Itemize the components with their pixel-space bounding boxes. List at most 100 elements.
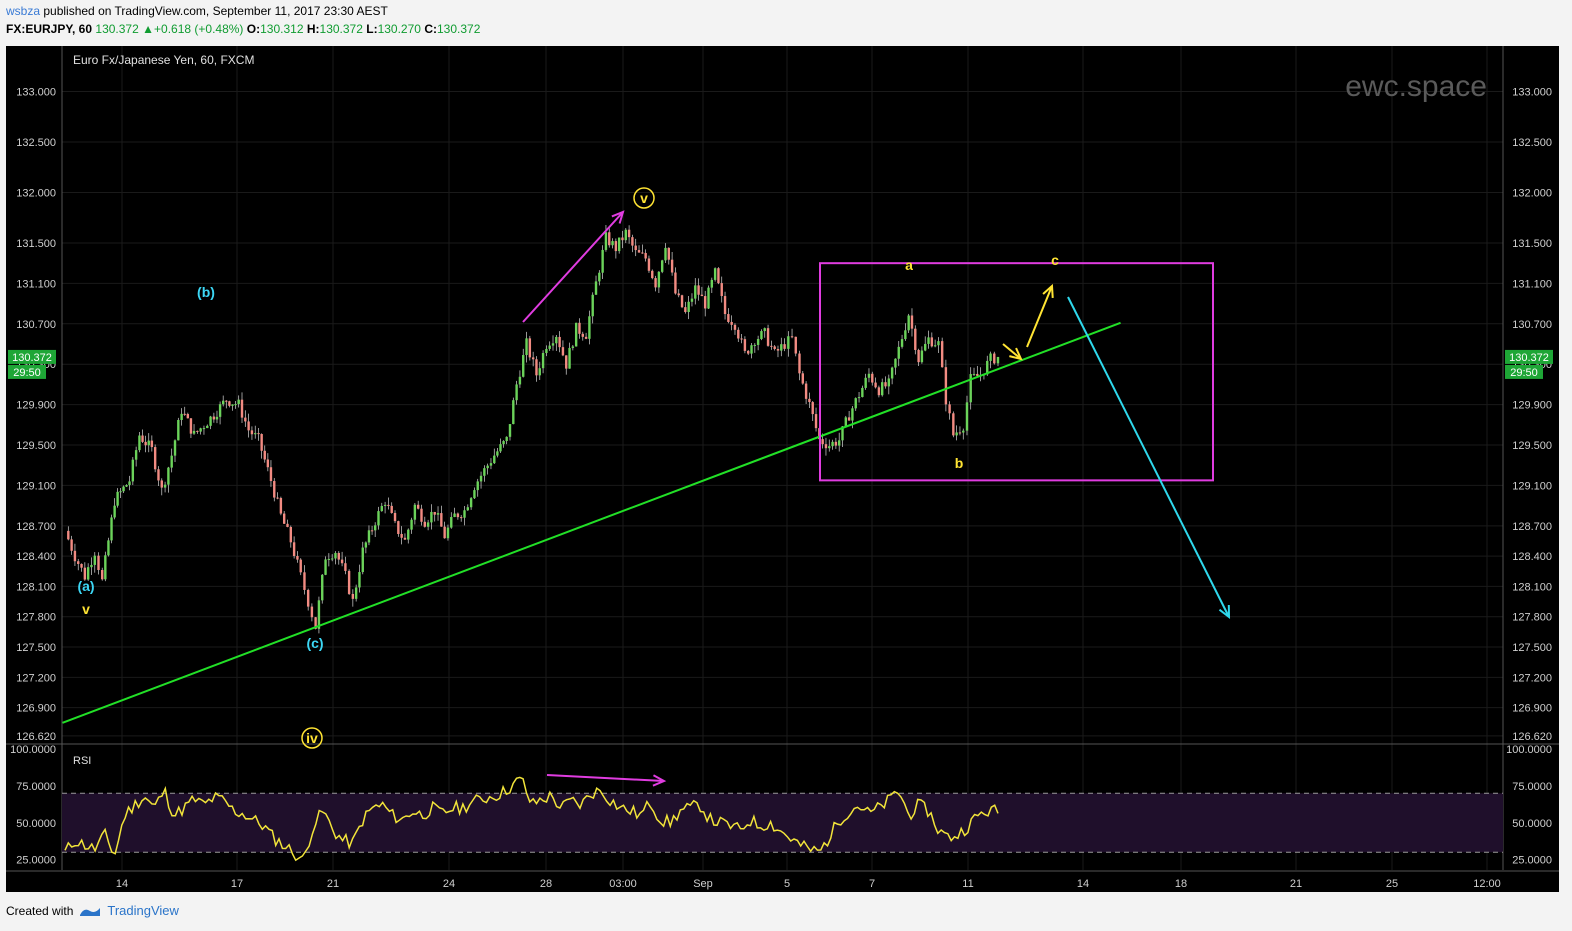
rsi-line <box>64 776 999 862</box>
candle-body <box>206 425 209 429</box>
candle-body <box>351 593 355 599</box>
candle-body <box>631 237 634 246</box>
candle-body <box>522 355 525 377</box>
candle-body <box>894 358 897 368</box>
time-tick-label: 18 <box>1175 878 1187 890</box>
candle-body <box>525 338 528 356</box>
candle-body <box>804 383 808 399</box>
candle-body <box>218 404 222 417</box>
candle-body <box>215 416 219 420</box>
close-value: 130.372 <box>436 22 481 36</box>
candle-body <box>687 301 690 313</box>
candle-body <box>250 430 254 435</box>
publish-text: published on TradingView.com, September … <box>43 4 388 18</box>
price-tick-right: 132.500 <box>1512 137 1552 149</box>
candle-body <box>413 504 417 520</box>
candle-body <box>737 329 740 339</box>
price-tick-right: 132.000 <box>1512 187 1552 199</box>
price-tick-right: 133.000 <box>1512 86 1552 98</box>
candle-body <box>644 252 647 259</box>
candle-body <box>952 413 955 436</box>
candle-body <box>637 250 641 253</box>
price-tick-left: 127.500 <box>16 642 56 654</box>
candle-body <box>377 511 380 526</box>
candle-body <box>86 567 90 580</box>
candle-body <box>459 517 463 519</box>
time-tick-label: Sep <box>693 878 713 890</box>
candle-body <box>209 416 212 426</box>
candle-body <box>157 469 160 481</box>
time-tick-label: 14 <box>1077 878 1089 890</box>
candle-body <box>387 504 390 506</box>
candle-body <box>453 513 456 518</box>
candle-body <box>828 446 831 449</box>
candle-body <box>641 252 644 254</box>
candle-body <box>303 572 306 590</box>
candle-body <box>867 373 871 378</box>
candle-body <box>851 408 854 421</box>
candle-body <box>476 481 479 491</box>
price-chart[interactable]: 133.000 133.000 132.500 132.500 132.000 132.0… <box>0 40 1572 892</box>
candle-body <box>535 359 538 376</box>
candle-body <box>548 345 551 349</box>
candle-body <box>558 336 561 348</box>
candle-body <box>244 417 247 422</box>
candle-body <box>237 399 240 405</box>
change-up-icon: ▲ <box>142 22 155 36</box>
candle-body <box>119 491 122 493</box>
candle-body <box>727 314 730 322</box>
candle-body <box>857 397 861 399</box>
candle-body <box>571 346 575 348</box>
author-link[interactable]: wsbza <box>6 4 41 18</box>
time-tick-label: 03:00 <box>609 878 637 890</box>
created-with-text: Created with <box>6 903 74 918</box>
candle-body <box>811 402 814 415</box>
candle-body <box>720 283 723 297</box>
candle-body <box>937 341 940 346</box>
candle-body <box>110 517 113 541</box>
price-tick-right: 131.500 <box>1512 238 1552 250</box>
tradingview-link[interactable]: TradingView <box>107 903 179 918</box>
candle-body <box>228 401 231 406</box>
candle-body <box>680 295 684 308</box>
countdown-label: 29:50 <box>1510 367 1538 379</box>
candle-body <box>783 344 786 349</box>
candle-body <box>269 467 273 482</box>
candle-body <box>186 414 190 419</box>
candle-body <box>664 247 667 261</box>
candle-body <box>317 600 321 629</box>
candle-body <box>834 441 838 446</box>
candle-body <box>933 345 937 347</box>
time-tick-label: 11 <box>962 878 973 890</box>
time-tick-label: 25 <box>1386 878 1398 890</box>
price-tick-left: 131.500 <box>16 238 56 250</box>
price-tick-right: 128.700 <box>1512 521 1552 533</box>
candle-body <box>854 398 857 409</box>
chart-background <box>6 46 1559 892</box>
candle-body <box>584 336 588 339</box>
price-tick-left: 128.700 <box>16 521 56 533</box>
candle-body <box>383 504 387 506</box>
candle-body <box>976 373 979 376</box>
candle-body <box>340 559 344 564</box>
candle-body <box>177 420 180 441</box>
candle-body <box>604 232 608 250</box>
candle-body <box>170 455 173 468</box>
candle-body <box>578 322 581 334</box>
candle-body <box>747 350 750 354</box>
candle-body <box>924 343 927 351</box>
rsi-tick-left: 25.0000 <box>16 855 56 867</box>
candle-body <box>824 444 828 449</box>
candle-body <box>667 247 671 260</box>
wave-label: v <box>82 601 90 617</box>
candle-body <box>508 424 512 437</box>
candle-body <box>831 441 834 447</box>
candle-body <box>864 377 867 388</box>
candle-body <box>433 511 436 515</box>
candle-body <box>83 567 87 580</box>
candle-body <box>128 481 131 486</box>
countdown-label: 29:50 <box>13 367 41 379</box>
candle-body <box>690 298 694 302</box>
candle-body <box>621 237 624 241</box>
candle-body <box>107 540 110 556</box>
